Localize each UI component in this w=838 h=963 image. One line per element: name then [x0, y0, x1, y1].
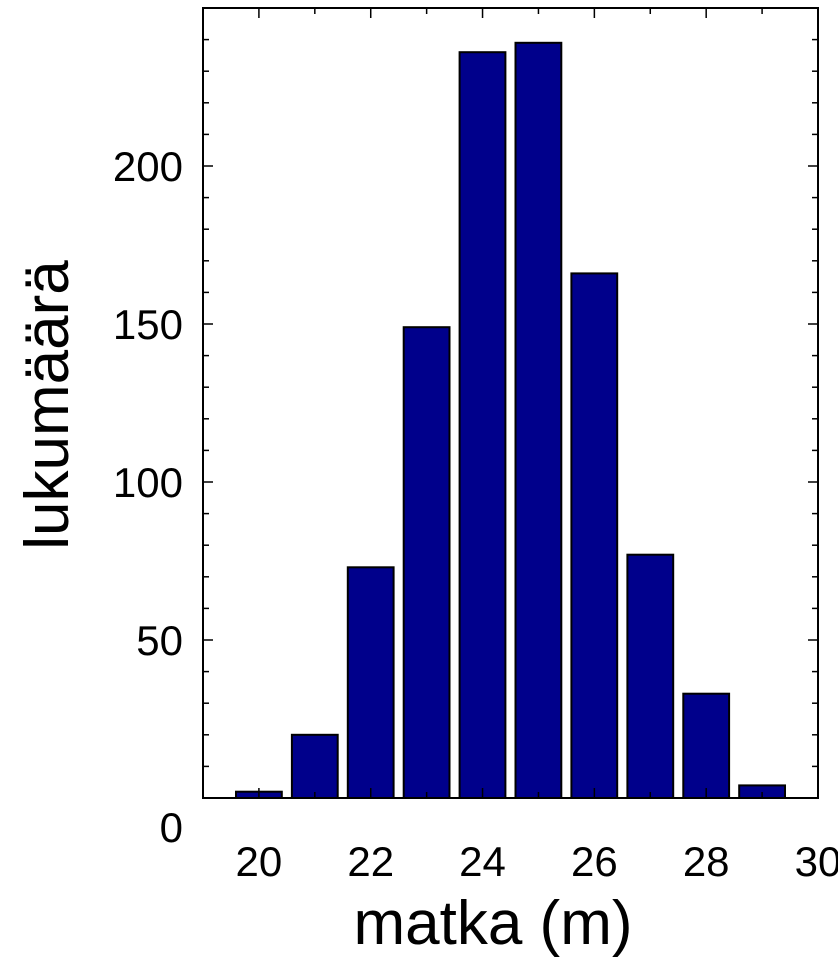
plot-area-frame [202, 7, 819, 799]
bar-27 [626, 553, 675, 800]
bar-22 [346, 566, 395, 799]
y-tick-label-50: 50 [136, 617, 183, 664]
x-tick-label-30: 30 [795, 838, 838, 885]
x-tick-label-26: 26 [571, 838, 618, 885]
x-tick-label-28: 28 [683, 838, 730, 885]
y-tick-label-150: 150 [113, 301, 183, 348]
bar-23 [402, 326, 451, 799]
y-axis-title: lukumäärä [13, 260, 82, 550]
y-tick-label-0: 0 [160, 804, 183, 851]
x-tick-label-24: 24 [459, 838, 506, 885]
y-tick-label-200: 200 [113, 143, 183, 190]
x-tick-label-20: 20 [236, 838, 283, 885]
bars-group [235, 41, 787, 800]
bar-26 [570, 272, 619, 799]
bar-24 [458, 51, 507, 799]
y-tick-label-100: 100 [113, 459, 183, 506]
bar-28 [682, 692, 731, 800]
ticks-group [202, 7, 819, 799]
tick-labels-group: 20 22 24 26 28 30 0 50 100 150 200 [113, 143, 838, 885]
x-axis-title: matka (m) [354, 889, 633, 958]
bar-25 [514, 41, 563, 800]
bar-21 [290, 733, 339, 799]
x-tick-label-22: 22 [347, 838, 394, 885]
